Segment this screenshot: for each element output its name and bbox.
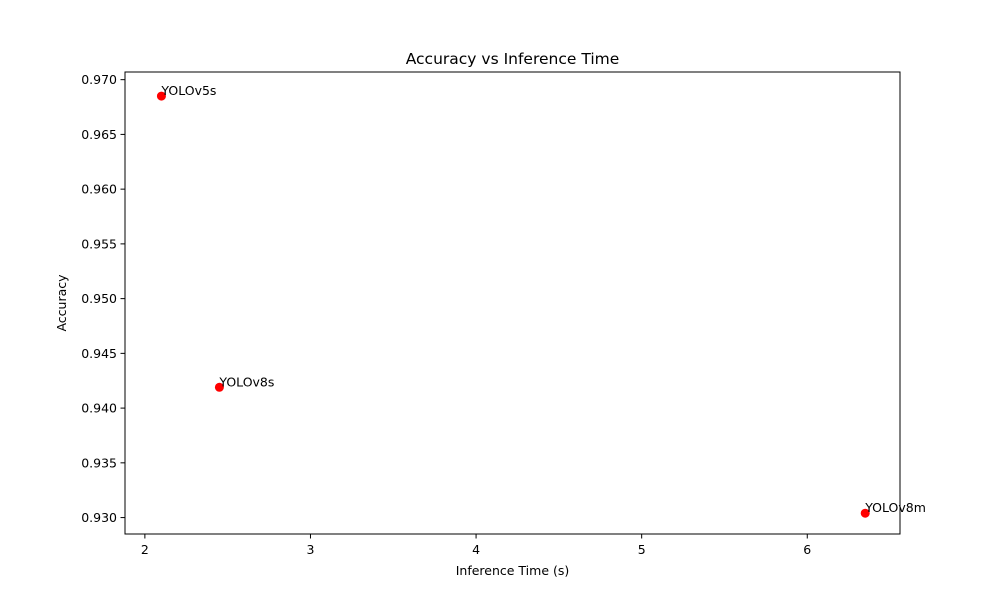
y-tick-label: 0.940 <box>81 401 117 416</box>
x-tick-label: 5 <box>638 542 646 557</box>
data-points: YOLOv5s YOLOv8s YOLOv8m <box>156 83 926 518</box>
y-tick-label: 0.970 <box>81 72 117 87</box>
y-axis-ticks: 0.930 0.935 0.940 0.945 0.950 0.955 0.960 0.965… <box>81 72 125 525</box>
y-tick-label: 0.930 <box>81 510 117 525</box>
x-tick-label: 6 <box>803 542 811 557</box>
x-tick-label: 4 <box>472 542 480 557</box>
data-point <box>214 382 224 392</box>
chart-title: Accuracy vs Inference Time <box>406 50 620 68</box>
y-tick-label: 0.945 <box>81 346 117 361</box>
x-axis-label: Inference Time (s) <box>456 563 570 578</box>
y-tick-label: 0.955 <box>81 236 117 251</box>
x-tick-label: 3 <box>306 542 314 557</box>
y-tick-label: 0.935 <box>81 455 117 470</box>
x-tick-label: 2 <box>141 542 149 557</box>
data-point-label: YOLOv8s <box>218 374 274 389</box>
data-point <box>156 91 166 101</box>
data-point-label: YOLOv8m <box>864 500 926 515</box>
x-axis-ticks: 2 3 4 5 6 <box>141 534 811 557</box>
y-tick-label: 0.950 <box>81 291 117 306</box>
y-tick-label: 0.965 <box>81 127 117 142</box>
y-tick-label: 0.960 <box>81 182 117 197</box>
plot-area-frame <box>124 71 901 535</box>
data-point <box>860 508 870 518</box>
data-point-label: YOLOv5s <box>160 83 216 98</box>
y-axis-label: Accuracy <box>54 274 69 332</box>
